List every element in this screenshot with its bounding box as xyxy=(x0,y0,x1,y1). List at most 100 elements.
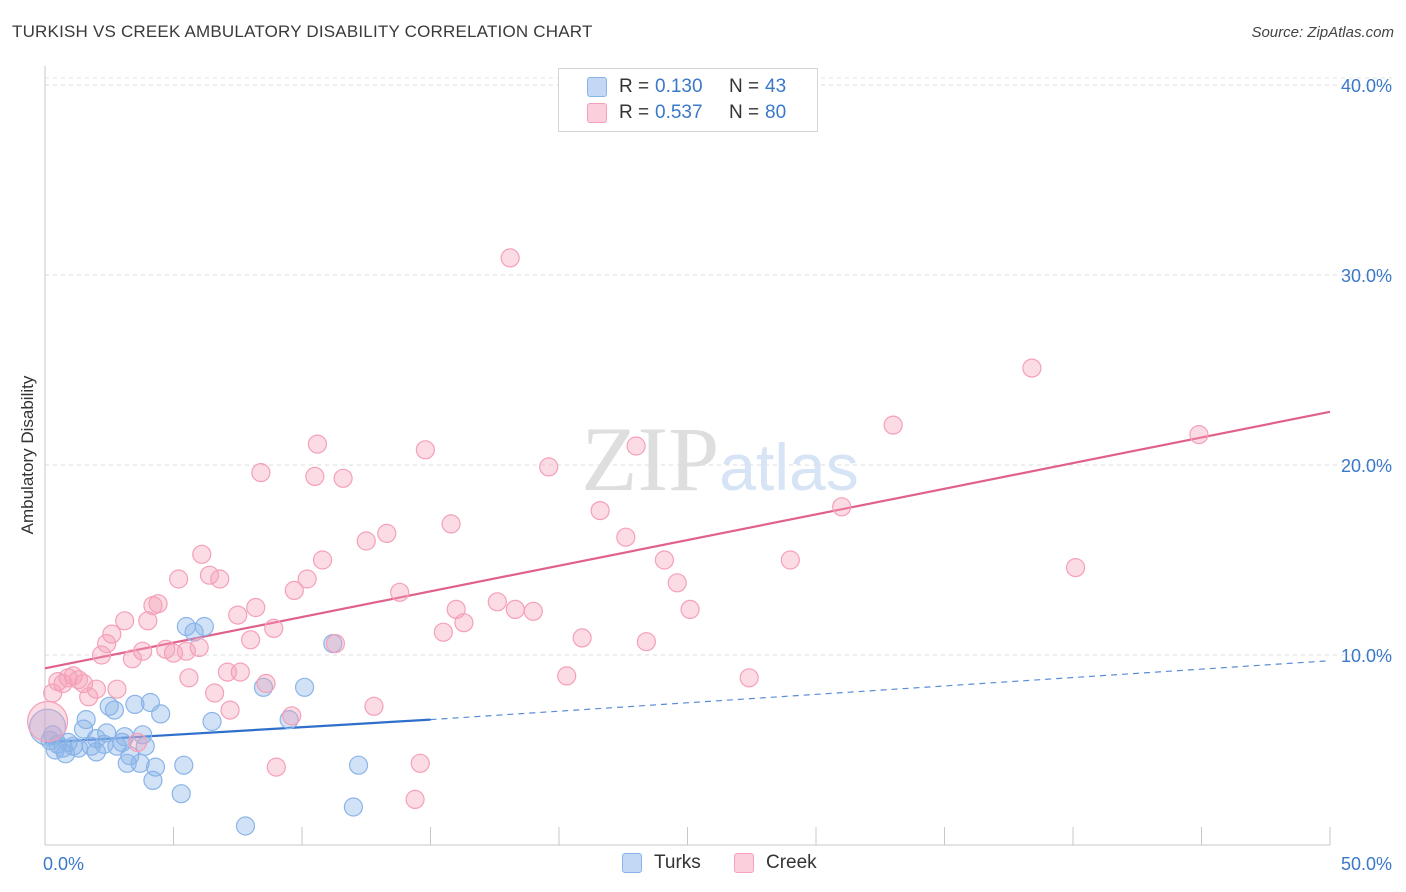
point-creek xyxy=(410,753,430,773)
point-turks xyxy=(174,755,194,775)
axes xyxy=(44,66,1331,846)
point-turks xyxy=(99,696,119,716)
bottom-legend-label-turks: Turks xyxy=(654,852,701,873)
y-tick-label: 40.0% xyxy=(1341,76,1392,96)
point-creek xyxy=(102,624,122,644)
point-creek xyxy=(264,618,284,639)
legend-n-label: N = xyxy=(729,76,760,97)
point-turks xyxy=(104,700,124,720)
bottom-legend-creek: Creek xyxy=(734,852,817,874)
point-creek xyxy=(572,628,592,648)
chart-title: TURKISH VS CREEK AMBULATORY DISABILITY C… xyxy=(12,22,593,41)
point-creek xyxy=(228,605,248,625)
legend-box: R = 0.130 N = 43 R = 0.537 N = 80 xyxy=(558,68,818,132)
point-creek xyxy=(590,501,610,521)
point-creek xyxy=(127,732,148,753)
legend-n-value-creek: 80 xyxy=(765,102,787,123)
point-creek xyxy=(246,597,266,618)
bottom-legend-label-creek: Creek xyxy=(766,852,817,873)
point-creek xyxy=(505,599,525,620)
point-creek xyxy=(241,630,261,650)
point-creek xyxy=(312,550,333,570)
point-creek xyxy=(356,531,376,551)
point-turks xyxy=(76,709,96,730)
point-creek xyxy=(256,673,276,694)
point-creek xyxy=(169,569,189,589)
point-creek xyxy=(557,666,577,686)
point-creek xyxy=(192,544,212,564)
point-turks xyxy=(58,732,78,753)
point-creek xyxy=(636,632,656,652)
legend-row-creek: R = 0.537 N = 80 xyxy=(587,101,786,125)
point-creek xyxy=(86,679,107,699)
point-creek xyxy=(441,514,461,534)
point-creek xyxy=(53,673,73,694)
point-creek xyxy=(220,700,240,720)
legend-n-value-turks: 43 xyxy=(765,76,787,97)
point-creek xyxy=(282,706,302,726)
point-turks xyxy=(202,711,222,732)
point-creek xyxy=(616,527,636,547)
point-turks xyxy=(194,616,214,637)
y-tick-label: 10.0% xyxy=(1341,646,1392,666)
point-creek xyxy=(390,582,410,602)
point-creek xyxy=(1065,557,1086,578)
point-creek xyxy=(377,523,397,544)
gridlines xyxy=(45,77,1392,656)
y-tick-label: 30.0% xyxy=(1341,266,1392,286)
legend-n-label: N = xyxy=(729,102,760,123)
legend-r-value-turks: 0.130 xyxy=(655,76,703,97)
point-creek xyxy=(832,497,852,517)
point-creek xyxy=(284,580,304,601)
point-turks xyxy=(97,723,117,743)
legend-swatch-creek xyxy=(587,103,607,123)
bottom-legend-swatch-turks xyxy=(622,853,642,873)
point-creek xyxy=(433,622,453,642)
point-creek xyxy=(523,601,543,621)
trend-line-turks xyxy=(44,718,431,744)
point-creek xyxy=(626,436,646,456)
point-creek xyxy=(667,573,687,593)
legend-r-label: R = xyxy=(619,76,650,97)
point-creek xyxy=(210,569,230,589)
point-creek xyxy=(739,668,759,688)
point-creek xyxy=(680,599,700,620)
point-creek xyxy=(364,696,384,716)
legend-r-label: R = xyxy=(619,102,650,123)
legend-row-turks: R = 0.130 N = 43 xyxy=(587,75,786,99)
point-creek xyxy=(205,683,225,703)
point-creek xyxy=(500,248,520,268)
bottom-legend-swatch-creek xyxy=(734,853,754,873)
point-creek xyxy=(266,757,286,777)
point-turks xyxy=(343,797,363,817)
point-creek xyxy=(133,641,153,661)
point-turks xyxy=(235,816,256,836)
point-turks xyxy=(151,704,171,724)
point-creek xyxy=(148,594,168,614)
point-creek xyxy=(91,645,112,665)
point-creek xyxy=(333,468,353,488)
point-creek xyxy=(63,666,83,686)
point-creek xyxy=(780,550,800,570)
point-creek xyxy=(487,592,507,612)
point-creek xyxy=(138,611,158,631)
tick-labels: 10.0% 20.0% 30.0% 40.0% 0.0% 50.0% xyxy=(43,76,1392,874)
point-creek xyxy=(176,641,196,661)
point-turks xyxy=(171,784,191,804)
point-creek xyxy=(307,434,328,454)
point-creek xyxy=(115,611,135,631)
point-creek xyxy=(454,613,474,633)
legend-r-value-creek: 0.537 xyxy=(655,102,703,123)
point-creek xyxy=(654,550,674,570)
point-creek xyxy=(405,789,425,810)
point-creek xyxy=(189,637,209,658)
point-creek xyxy=(415,440,435,460)
point-creek xyxy=(79,687,99,707)
point-creek xyxy=(179,668,199,688)
series-creek xyxy=(26,248,1209,810)
x-tick-label-min: 0.0% xyxy=(43,854,84,874)
point-creek xyxy=(122,649,142,669)
point-turks xyxy=(125,694,145,715)
point-creek xyxy=(68,670,89,690)
watermark-zip: ZIP xyxy=(581,408,719,510)
